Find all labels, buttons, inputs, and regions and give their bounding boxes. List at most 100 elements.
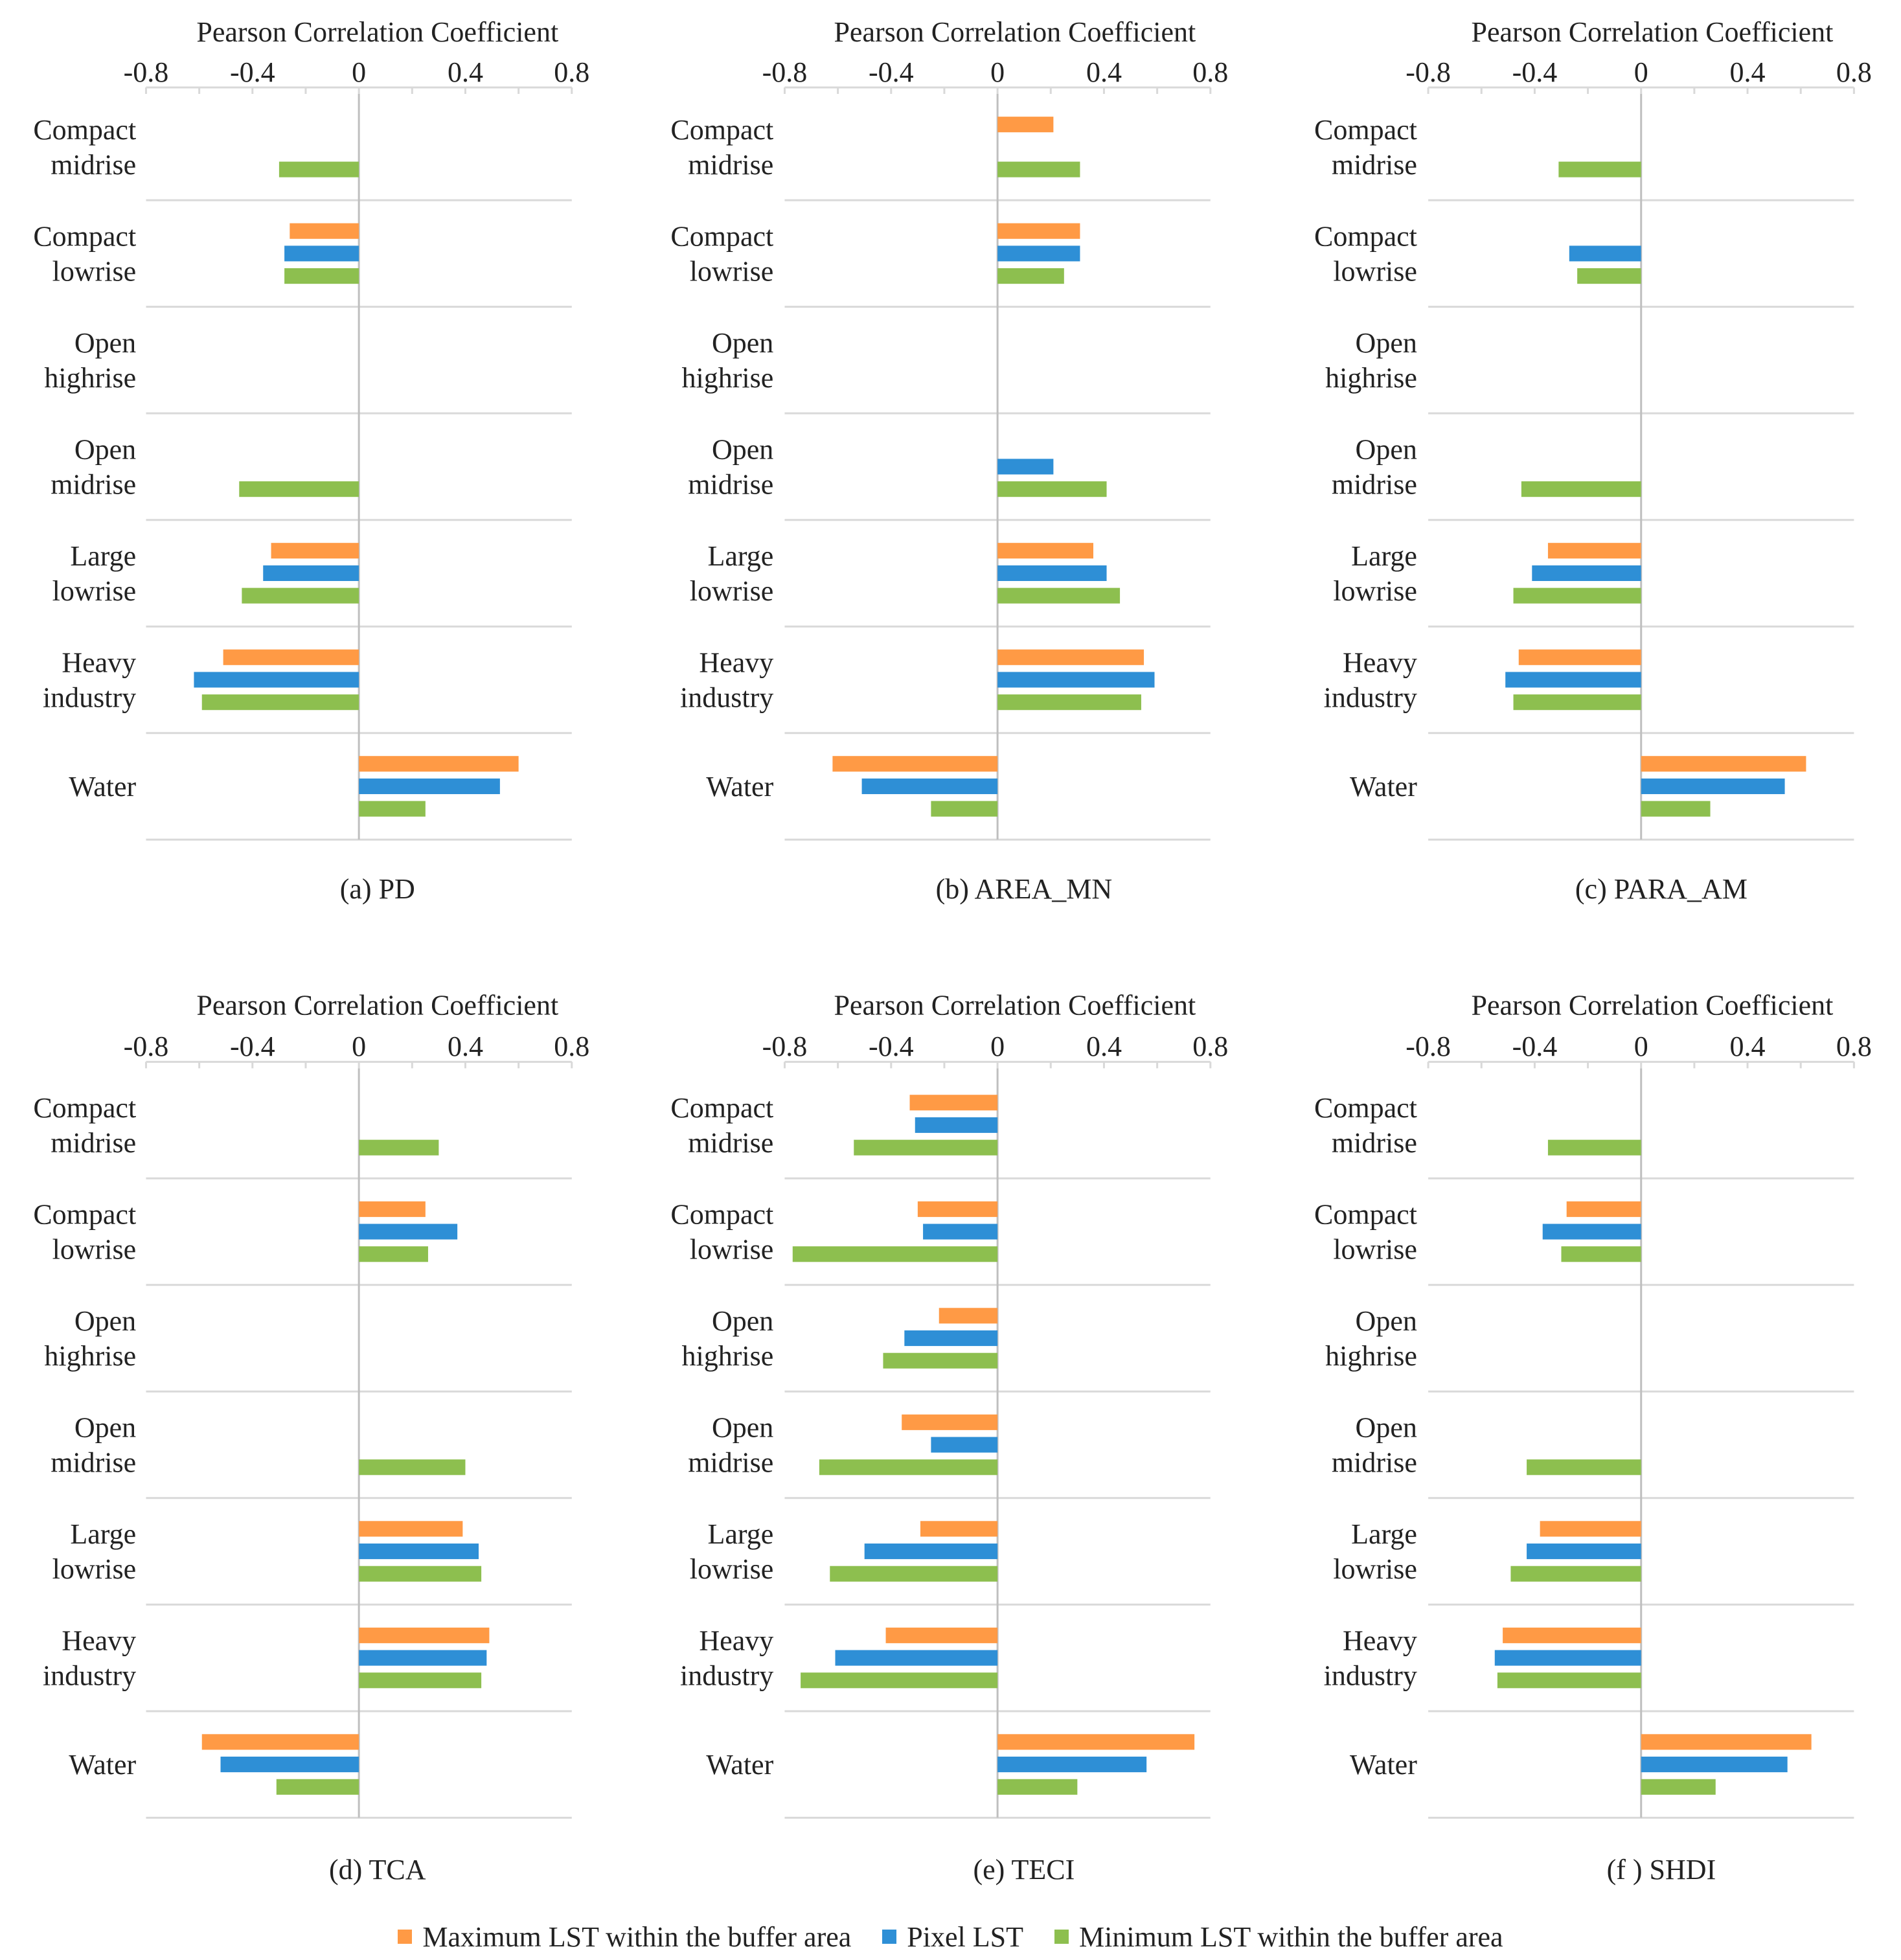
- category-label-line: lowrise: [690, 1553, 774, 1585]
- x-tick-label: -0.8: [124, 1031, 169, 1062]
- bar-max-lst: [997, 1734, 1195, 1750]
- legend-label-max-lst: Maximum LST within the buffer area: [422, 1920, 852, 1953]
- bar-min-lst: [1497, 1672, 1641, 1689]
- bar-min-lst: [931, 801, 998, 817]
- category-label: Compact midrise: [670, 114, 773, 181]
- category-label-line: Open: [1356, 433, 1417, 465]
- category-label-line: Compact: [670, 220, 773, 252]
- chart-grid-svg: Pearson Correlation Coefficient -0.8 -0.4 0…: [33, 16, 1872, 1886]
- bar-min-lst: [997, 268, 1064, 284]
- category-label: Heavy industry: [1324, 1625, 1417, 1692]
- x-tick-label: 0: [352, 1031, 366, 1062]
- bar-max-lst: [1641, 1734, 1812, 1750]
- category-label-line: industry: [43, 1660, 136, 1692]
- bar-max-lst: [1518, 649, 1641, 665]
- bar-max-lst: [885, 1627, 998, 1643]
- category-label-line: Open: [74, 1305, 136, 1337]
- bar-max-lst: [359, 1627, 490, 1643]
- panel-6: Pearson Correlation Coefficient -0.8 -0.4 0…: [1314, 990, 1872, 1886]
- bar-max-lst: [359, 756, 519, 772]
- bar-min-lst: [1510, 1566, 1641, 1582]
- bar-pixel-lst: [359, 778, 500, 795]
- category-label-line: Heavy: [1343, 646, 1417, 678]
- category-label: Compact lowrise: [670, 220, 773, 287]
- bar-min-lst: [242, 587, 359, 604]
- category-label: Heavy industry: [680, 1625, 773, 1692]
- category-label-line: midrise: [51, 1127, 136, 1159]
- bar-min-lst: [359, 1672, 482, 1689]
- x-tick-label: 0.4: [448, 56, 483, 88]
- x-tick-label: -0.4: [230, 1031, 275, 1062]
- category-label-line: Heavy: [699, 646, 773, 678]
- x-tick-label: 0.4: [1086, 1031, 1122, 1062]
- category-label-line: Water: [69, 771, 136, 803]
- category-label: Water: [706, 771, 773, 803]
- category-label-line: midrise: [51, 149, 136, 181]
- panel-2: Pearson Correlation Coefficient -0.8 -0.4 0…: [670, 16, 1228, 905]
- bar-pixel-lst: [864, 1543, 998, 1560]
- category-label-line: midrise: [51, 468, 136, 500]
- panel-title: (b) AREA_MN: [936, 873, 1113, 905]
- panel-title: (e) TECI: [973, 1854, 1075, 1886]
- bar-max-lst: [359, 1521, 463, 1537]
- category-label-line: industry: [1324, 1660, 1417, 1692]
- category-label-line: Open: [74, 327, 136, 359]
- bar-max-lst: [917, 1201, 998, 1217]
- x-tick-label: 0.8: [1836, 1031, 1872, 1062]
- legend-label-pixel-lst: Pixel LST: [907, 1920, 1023, 1953]
- category-label-line: Heavy: [699, 1625, 773, 1657]
- category-label: Compact midrise: [33, 1092, 136, 1159]
- bar-pixel-lst: [997, 565, 1107, 581]
- category-label: Open highrise: [681, 327, 773, 394]
- category-label-line: Compact: [33, 1092, 136, 1124]
- bar-min-lst: [854, 1139, 998, 1156]
- category-label: Open midrise: [51, 1412, 136, 1479]
- category-label-line: midrise: [688, 149, 773, 181]
- bar-min-lst: [359, 1566, 482, 1582]
- bar-pixel-lst: [359, 1224, 458, 1240]
- category-label: Water: [69, 771, 136, 803]
- x-tick-label: 0.4: [448, 1031, 483, 1062]
- panel-title: (a) PD: [340, 873, 415, 905]
- category-label-line: Compact: [670, 114, 773, 146]
- bar-min-lst: [279, 161, 359, 177]
- category-label: Large lowrise: [690, 1518, 774, 1585]
- category-label-line: industry: [43, 681, 136, 713]
- category-label-line: industry: [680, 681, 773, 713]
- bar-pixel-lst: [359, 1650, 487, 1666]
- bar-min-lst: [359, 1459, 466, 1476]
- bar-max-lst: [832, 756, 998, 772]
- category-label: Compact lowrise: [1314, 220, 1417, 287]
- category-label-line: highrise: [681, 1340, 773, 1372]
- x-tick-label: -0.8: [1406, 1031, 1451, 1062]
- category-label: Compact lowrise: [33, 220, 136, 287]
- bar-pixel-lst: [1641, 1757, 1788, 1773]
- bar-max-lst: [920, 1521, 998, 1537]
- bar-min-lst: [1513, 694, 1641, 711]
- category-label-line: Water: [69, 1749, 136, 1781]
- bar-pixel-lst: [263, 565, 359, 581]
- x-tick-label: -0.8: [1406, 56, 1451, 88]
- bar-pixel-lst: [923, 1224, 998, 1240]
- category-label-line: midrise: [688, 1127, 773, 1159]
- category-label-line: midrise: [688, 1447, 773, 1479]
- category-label: Open midrise: [51, 433, 136, 500]
- bar-pixel-lst: [915, 1117, 998, 1134]
- category-label-line: Compact: [33, 1199, 136, 1231]
- category-label-line: Open: [74, 1412, 136, 1444]
- bar-min-lst: [359, 1246, 428, 1262]
- category-label-line: Water: [1350, 771, 1417, 803]
- category-label: Water: [69, 1749, 136, 1781]
- legend-label-min-lst: Minimum LST within the buffer area: [1078, 1920, 1503, 1953]
- bar-pixel-lst: [997, 672, 1155, 688]
- category-label-line: Heavy: [1343, 1625, 1417, 1657]
- category-label-line: Open: [712, 1412, 773, 1444]
- bar-pixel-lst: [284, 245, 359, 262]
- bar-min-lst: [1521, 481, 1641, 497]
- bar-max-lst: [997, 223, 1080, 239]
- category-label: Compact lowrise: [33, 1199, 136, 1266]
- x-tick-label: -0.8: [762, 1031, 808, 1062]
- category-label: Open highrise: [1325, 327, 1417, 394]
- bar-min-lst: [1513, 587, 1641, 604]
- bar-min-lst: [801, 1672, 998, 1689]
